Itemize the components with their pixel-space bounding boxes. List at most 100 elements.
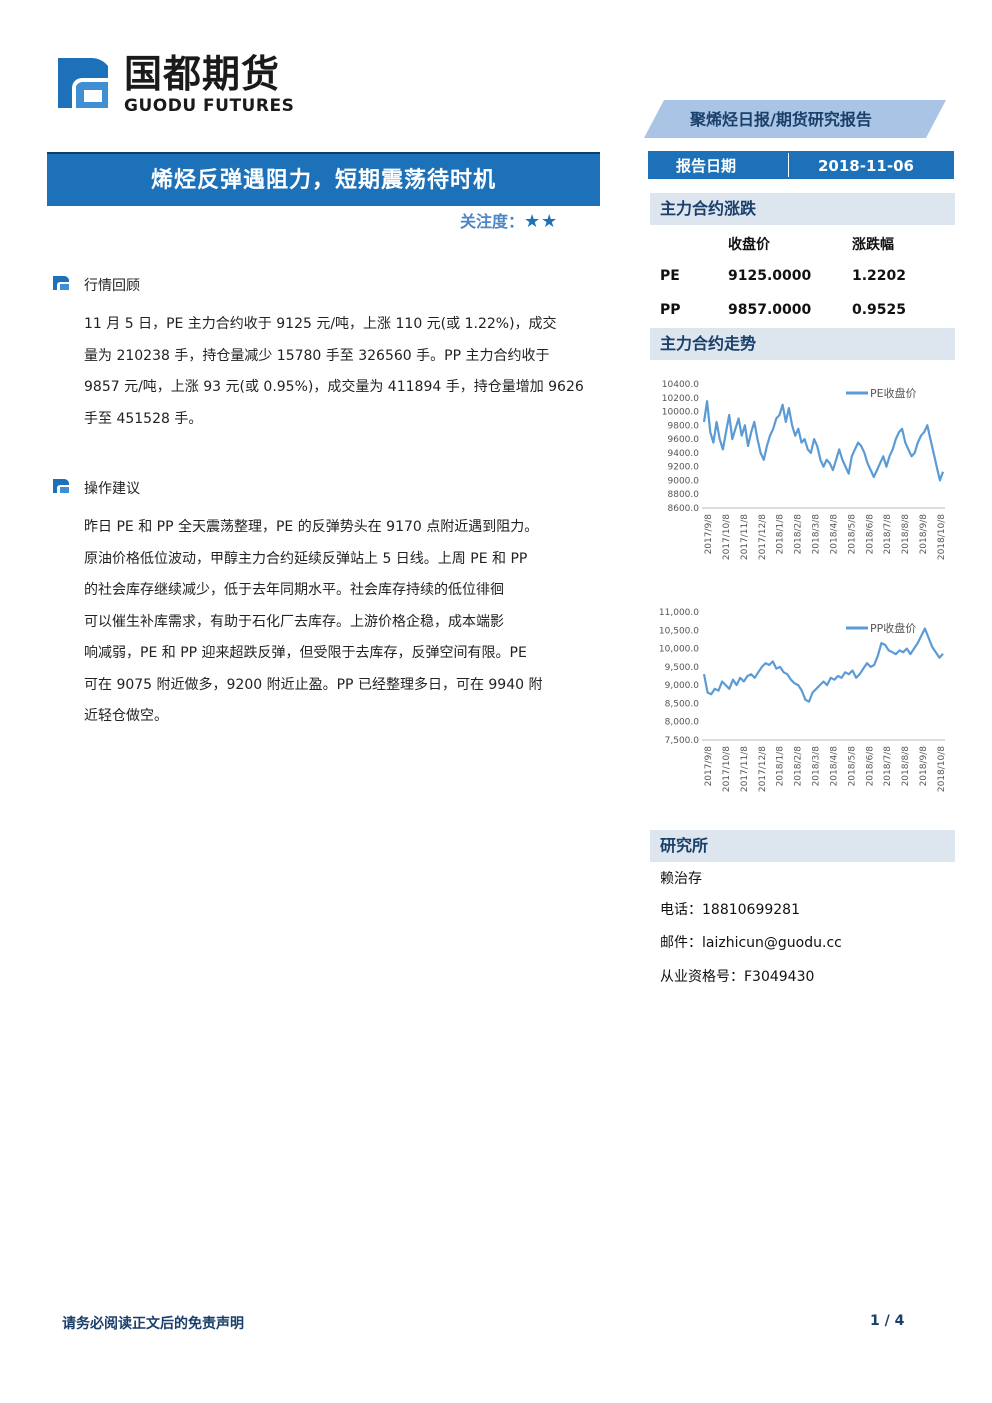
x-tick-label: 2018/4/8 [829, 514, 839, 555]
analyst-phone: 电话：18810699281 [660, 902, 800, 918]
y-tick-label: 7,500.0 [665, 736, 700, 746]
paragraph-line: 11 月 5 日，PE 主力合约收于 9125 元/吨，上涨 110 元(或 1… [84, 316, 557, 332]
y-tick-label: 10200.0 [662, 394, 699, 404]
x-tick-label: 2017/11/8 [740, 746, 750, 792]
y-tick-label: 10400.0 [662, 380, 699, 390]
x-tick-label: 2017/9/8 [704, 746, 714, 787]
y-tick-label: 11,000.0 [659, 608, 699, 618]
x-tick-label: 2018/6/8 [865, 746, 875, 787]
y-tick-label: 8,500.0 [665, 699, 700, 709]
logo-english-name: GUODU FUTURES [124, 96, 295, 116]
x-tick-label: 2018/7/8 [883, 746, 893, 787]
x-tick-label: 2017/11/8 [740, 514, 750, 560]
series-line [702, 400, 945, 482]
paragraph-line: 近轻仓做空。 [84, 708, 168, 724]
legend-label: PP收盘价 [870, 621, 916, 635]
report-type-banner [644, 100, 946, 138]
paragraph-line: 9857 元/吨，上涨 93 元(或 0.95%)，成交量为 411894 手，… [84, 379, 584, 395]
x-tick-label: 2018/8/8 [901, 746, 911, 787]
report-date-bar [648, 151, 954, 179]
y-tick-label: 10000.0 [662, 408, 699, 418]
section-title-market-review: 行情回顾 [84, 278, 140, 294]
x-tick-label: 2018/9/8 [919, 514, 929, 555]
x-tick-label: 2018/6/8 [865, 514, 875, 555]
report-title-bar: 烯烃反弹遇阻力，短期震荡待时机 [47, 152, 600, 206]
report-type-label: 聚烯烃日报/期货研究报告 [690, 110, 872, 129]
column-header-close: 收盘价 [728, 237, 770, 253]
paragraph-line: 手至 451528 手。 [84, 410, 203, 427]
analyst-email: 邮件：laizhicun@guodu.cc [660, 935, 842, 951]
market-review-paragraph: 11 月 5 日，PE 主力合约收于 9125 元/吨，上涨 110 元(或 1… [84, 309, 592, 435]
x-tick-label: 2018/1/8 [776, 746, 786, 787]
star-rating-icon: ★★ [524, 211, 559, 232]
table-row-change: 1.2202 [852, 268, 907, 284]
x-tick-label: 2018/7/8 [883, 514, 893, 555]
analyst-name: 赖治存 [660, 871, 702, 887]
report-date-label: 报告日期 [676, 157, 737, 175]
paragraph-line: 量为 210238 手，持仓量减少 15780 手至 326560 手。PP 主… [84, 347, 550, 364]
section-title-trading-advice: 操作建议 [84, 481, 140, 497]
x-tick-label: 2018/5/8 [847, 514, 857, 555]
x-tick-label: 2018/9/8 [919, 746, 929, 787]
y-tick-label: 9000.0 [668, 476, 700, 486]
x-tick-label: 2018/3/8 [812, 514, 822, 555]
x-tick-label: 2018/10/8 [937, 514, 947, 560]
y-tick-label: 9400.0 [668, 449, 700, 459]
section-bullet-icon [53, 478, 69, 493]
section-title-contract-trend: 主力合约走势 [650, 328, 955, 360]
x-tick-label: 2018/3/8 [812, 746, 822, 787]
x-tick-label: 2018/2/8 [794, 514, 804, 555]
paragraph-line: 响减弱，PE 和 PP 迎来超跌反弹，但受限于去库存，反弹空间有限。PE [84, 645, 527, 661]
paragraph-line: 可在 9075 附近做多，9200 附近止盈。PP 已经整理多日，可在 9940… [84, 676, 543, 693]
y-tick-label: 9800.0 [668, 421, 700, 431]
x-tick-label: 2018/10/8 [937, 746, 947, 792]
y-tick-label: 8,000.0 [665, 718, 700, 728]
table-row-name: PE [660, 268, 680, 284]
logo-chinese-name: 国都期货 [124, 52, 281, 96]
x-tick-label: 2017/12/8 [758, 514, 768, 560]
x-tick-label: 2017/12/8 [758, 746, 768, 792]
report-date-value: 2018-11-06 [818, 157, 914, 175]
analyst-license: 从业资格号：F3049430 [660, 969, 815, 985]
footer-disclaimer: 请务必阅读正文后的免责声明 [62, 1316, 244, 1332]
x-tick-label: 2017/9/8 [704, 514, 714, 555]
page-number: 1 / 4 [870, 1313, 905, 1329]
x-tick-label: 2017/10/8 [722, 746, 732, 792]
date-divider [788, 153, 789, 177]
y-tick-label: 10,500.0 [659, 626, 699, 636]
section-title-contract-change: 主力合约涨跌 [650, 193, 955, 225]
pe-close-price-chart: 10400.0 10200.0 10000.0 9800.0 9600.0 9400.0 9… [662, 380, 947, 560]
legend-label: PE收盘价 [870, 386, 917, 400]
y-tick-label: 9,000.0 [665, 681, 700, 691]
table-row-close: 9857.0000 [728, 302, 812, 318]
y-tick-label: 10,000.0 [659, 645, 699, 655]
x-tick-label: 2018/5/8 [847, 746, 857, 787]
section-bullet-icon [53, 275, 69, 290]
paragraph-line: 原油价格低位波动，甲醇主力合约延续反弹站上 5 日线。上周 PE 和 PP [84, 550, 528, 567]
x-tick-label: 2017/10/8 [722, 514, 732, 560]
y-tick-label: 8800.0 [668, 490, 700, 500]
y-tick-label: 9,500.0 [665, 663, 700, 673]
table-row-change: 0.9525 [852, 302, 907, 318]
section-title-research: 研究所 [650, 830, 955, 862]
table-row-close: 9125.0000 [728, 268, 812, 284]
trading-advice-paragraph: 昨日 PE 和 PP 全天震荡整理，PE 的反弹势头在 9170 点附近遇到阻力… [84, 512, 592, 733]
paragraph-line: 可以催生补库需求，有助于石化厂去库存。上游价格企稳，成本端影 [84, 613, 504, 630]
attention-label: 关注度： [460, 212, 525, 231]
report-title: 烯烃反弹遇阻力，短期震荡待时机 [150, 167, 496, 193]
paragraph-line: 的社会库存继续减少，低于去年同期水平。社会库存持续的低位徘徊 [84, 582, 504, 598]
paragraph-line: 昨日 PE 和 PP 全天震荡整理，PE 的反弹势头在 9170 点附近遇到阻力… [84, 519, 539, 535]
column-header-change: 涨跌幅 [852, 237, 894, 253]
x-tick-label: 2018/4/8 [829, 746, 839, 787]
x-tick-label: 2018/8/8 [901, 514, 911, 555]
series-line [702, 627, 944, 703]
x-tick-label: 2018/2/8 [794, 746, 804, 787]
attention-rating: 关注度：★★ [460, 208, 558, 232]
x-tick-label: 2018/1/8 [776, 514, 786, 555]
table-row-name: PP [660, 302, 681, 318]
pp-close-price-chart: 11,000.0 10,500.0 10,000.0 9,500.0 9,000.0 8,… [659, 608, 947, 792]
y-tick-label: 9600.0 [668, 435, 700, 445]
y-tick-label: 9200.0 [668, 463, 700, 473]
company-logo-icon [58, 58, 108, 108]
y-tick-label: 8600.0 [668, 504, 700, 514]
